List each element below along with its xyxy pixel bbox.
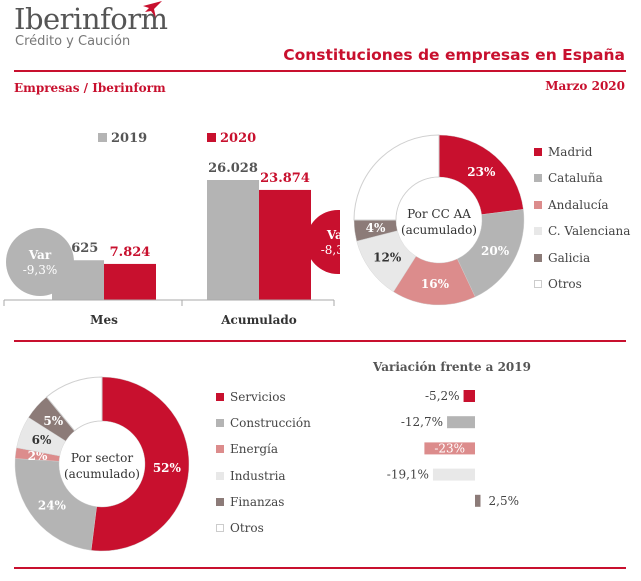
sector-legend-label: Construcción	[230, 416, 311, 431]
variation-value-label: 2,5%	[489, 494, 520, 508]
variation-bar-chart: Variación frente a 2019 -5,2% -12,7% -23%-…	[372, 360, 531, 508]
report-title: Constituciones de empresas en España	[283, 46, 625, 64]
variation-bar-servicios	[463, 390, 475, 402]
bar-acumulado-2020	[259, 189, 311, 300]
sector-legend-item-construcci-n: Construcción	[216, 416, 311, 442]
report-subtitle: Empresas / Iberinform	[14, 81, 166, 95]
sector-center	[59, 421, 145, 507]
legend-label-2019: 2019	[111, 131, 147, 146]
variation-bar-construcci-n	[447, 416, 475, 429]
plane-logo-icon	[143, 1, 162, 18]
region-slice-otros	[353, 134, 440, 221]
sector-legend-swatch	[216, 393, 224, 401]
report-date: Marzo 2020	[545, 79, 625, 93]
variation-circle-mes	[6, 228, 74, 296]
legend-swatch-2020	[207, 133, 216, 142]
sector-legend-swatch	[216, 497, 224, 506]
variation-circle-acumulado	[306, 210, 340, 274]
variation-bar-finanzas	[475, 494, 481, 507]
sector-legend-swatch	[216, 523, 224, 532]
variation-title: Var	[326, 228, 340, 242]
region-legend-item-c-valenciana: C. Valenciana	[534, 224, 630, 250]
region-legend-item-galicia: Galicia	[534, 251, 630, 277]
sector-slice-label: 52%	[153, 461, 182, 475]
sector-legend-item-energ-a: Energía	[216, 442, 311, 468]
region-center	[396, 177, 482, 263]
region-legend-swatch	[534, 227, 542, 236]
sector-legend-swatch	[216, 419, 224, 428]
sector-slice-label: 6%	[32, 433, 52, 447]
region-slice-label: 20%	[481, 244, 510, 258]
region-legend-item-catalu-a: Cataluña	[534, 171, 630, 197]
region-legend-label: Cataluña	[548, 171, 603, 186]
sector-legend-label: Otros	[230, 520, 264, 535]
region-legend-label: Otros	[548, 276, 582, 291]
legend-swatch-2019	[98, 133, 107, 142]
variation-value-label: -12,7%	[401, 415, 443, 429]
region-legend-swatch	[534, 279, 542, 288]
logo-name: Iberinform	[14, 2, 168, 36]
logo-tagline: Crédito y Caución	[15, 34, 131, 49]
variation-value: -9,3%	[23, 263, 58, 277]
sector-center-label-2: (acumulado)	[64, 467, 140, 481]
sector-slice-construcci-n	[14, 458, 97, 551]
sector-legend: Servicios Construcción Energía Industria Fin…	[216, 390, 311, 547]
region-legend-item-andaluc-a: Andalucía	[534, 198, 630, 224]
variation-bar-energ-a	[424, 442, 475, 455]
region-slice-label: 23%	[467, 165, 496, 179]
bar-value-label: 7.824	[110, 245, 151, 260]
variation-value: -8,3%	[321, 243, 340, 257]
sector-pie-chart: 52%24%2%6%5%Por sector(acumulado)	[14, 376, 190, 552]
sector-legend-item-industria: Industria	[216, 469, 311, 495]
region-slice-label: 4%	[366, 221, 386, 235]
sector-legend-item-finanzas: Finanzas	[216, 495, 311, 521]
sector-legend-swatch	[216, 445, 224, 454]
sector-legend-item-otros: Otros	[216, 521, 311, 547]
region-slice-label: 12%	[373, 251, 402, 265]
section-rule	[14, 340, 626, 342]
sector-slice-label: 5%	[43, 414, 63, 428]
bar-mes-2020	[104, 263, 156, 300]
bar-value-label: 23.874	[260, 171, 310, 186]
region-pie-chart: 23% 20% 16% 12% 4% Por CC AA (acumulado)	[353, 134, 525, 306]
variation-title: Var	[28, 248, 52, 262]
variation-value-label: -23%	[434, 441, 465, 455]
sector-legend-label: Finanzas	[230, 494, 285, 509]
sector-legend-label: Industria	[230, 468, 286, 483]
bar-value-label: 26.028	[208, 161, 258, 176]
variation-chart-title: Variación frente a 2019	[372, 360, 531, 374]
region-center-label-1: Por CC AA	[407, 207, 471, 221]
variation-value-label: -19,1%	[387, 468, 429, 482]
sector-legend-label: Energía	[230, 442, 278, 457]
variation-bar-industria	[432, 468, 475, 481]
region-legend-label: C. Valenciana	[548, 224, 631, 239]
header-rule	[14, 70, 626, 72]
region-legend-label: Madrid	[548, 145, 593, 159]
region-legend-swatch	[534, 253, 542, 262]
sector-center-label-1: Por sector	[71, 451, 133, 465]
region-legend-item-madrid: Madrid	[534, 145, 630, 171]
region-legend-label: Galicia	[548, 250, 591, 265]
variation-value-label: -5,2%	[425, 389, 460, 403]
region-center-label-2: (acumulado)	[401, 223, 477, 237]
legend-label-2020: 2020	[220, 131, 256, 146]
region-legend: Madrid Cataluña Andalucía C. Valenciana Gali…	[534, 145, 630, 303]
sector-legend-label: Servicios	[230, 390, 286, 404]
category-label-acumulado: Acumulado	[220, 313, 297, 327]
region-legend-item-otros: Otros	[534, 277, 630, 303]
sector-legend-swatch	[216, 471, 224, 480]
sector-legend-item-servicios: Servicios	[216, 390, 311, 416]
region-legend-label: Andalucía	[548, 197, 609, 212]
sector-slice-label: 24%	[38, 498, 67, 512]
category-label-mes: Mes	[90, 313, 118, 327]
bar-acumulado-2019	[207, 180, 259, 300]
sector-slice-otros	[45, 376, 103, 432]
region-legend-swatch	[534, 200, 542, 209]
region-slice-label: 16%	[421, 277, 450, 291]
region-legend-swatch	[534, 148, 542, 156]
region-legend-swatch	[534, 174, 542, 183]
footer-rule	[14, 567, 626, 569]
